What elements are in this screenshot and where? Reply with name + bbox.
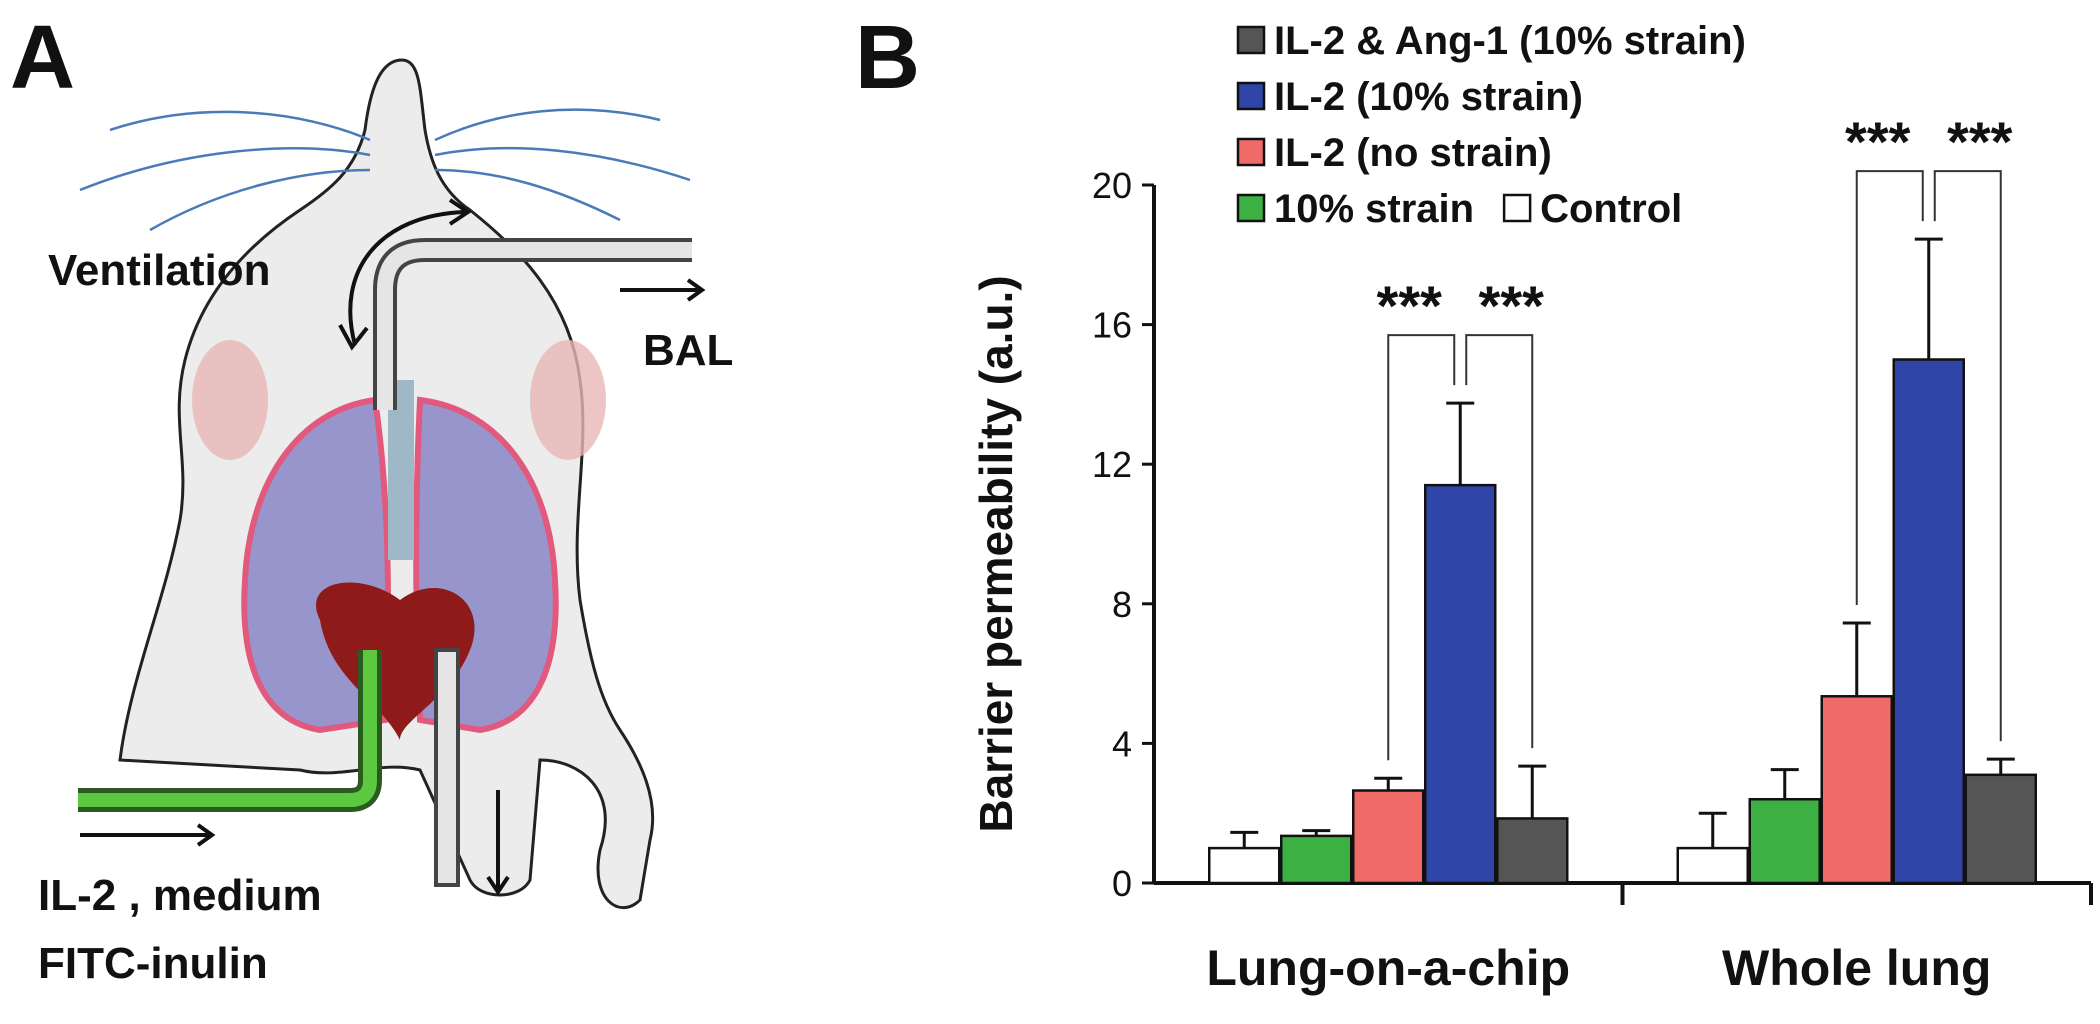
bar (1892, 358, 1965, 885)
error-bar (1770, 768, 1799, 800)
bar (1280, 834, 1353, 885)
legend-label: IL-2 & Ang-1 (10% strain) (1274, 19, 1746, 63)
panel-label: A (10, 8, 75, 108)
error-bar (1374, 776, 1403, 791)
bar (1352, 789, 1425, 885)
legend-swatch (1236, 81, 1266, 111)
bar (1820, 695, 1893, 885)
bar (1748, 797, 1821, 885)
legend-label: IL-2 (no strain) (1274, 131, 1552, 175)
mouse-diagram: A Ventilation BAL IL-2 , medium FITC-inu… (10, 8, 733, 988)
bar (1496, 817, 1569, 885)
arrows (80, 198, 706, 896)
x-tick-label: Whole lung (1722, 940, 1991, 996)
inflow-tube-inner (78, 650, 377, 807)
error-bar (1518, 764, 1547, 819)
ventilation-tube-inner (377, 242, 692, 410)
y-tick-label: 20 (1092, 165, 1132, 206)
x-tick-label: Lung-on-a-chip (1206, 940, 1570, 996)
legend-swatch (1502, 193, 1532, 223)
error-bar (1986, 757, 2015, 775)
diagram-label: FITC-inulin (38, 939, 268, 988)
error-bar (1230, 830, 1259, 849)
bar (1676, 846, 1749, 885)
legend-swatch (1236, 193, 1266, 223)
legend-swatch (1236, 137, 1266, 167)
bar (1208, 846, 1281, 885)
legend-label: IL-2 (10% strain) (1274, 75, 1583, 119)
legend-swatch (1236, 25, 1266, 55)
y-tick-label: 16 (1092, 305, 1132, 346)
legend-label: 10% strain (1274, 187, 1474, 231)
y-axis-label: Barrier permeability (a.u.) (970, 275, 1022, 832)
y-tick-label: 12 (1092, 444, 1132, 485)
significance-bracket (1855, 170, 1924, 605)
y-tick-label: 4 (1112, 723, 1132, 764)
y-tick-label: 0 (1112, 863, 1132, 904)
legend-label: Control (1540, 187, 1682, 231)
bar-chart: 0 4 8 12 16 20 Barrier permeability (a.u.) Lung… (970, 19, 2093, 996)
diagram-label: Ventilation (48, 246, 270, 295)
y-tick-label: 8 (1112, 584, 1132, 625)
ear (192, 340, 268, 460)
significance-label: *** (1377, 274, 1443, 337)
significance-bracket (1933, 170, 2002, 742)
outflow-tube (434, 648, 460, 887)
error-bar (1914, 237, 1943, 360)
bar (1964, 773, 2037, 885)
diagram-label: IL-2 , medium (38, 871, 322, 920)
error-bar (1302, 829, 1331, 836)
error-bar (1446, 401, 1475, 486)
ear (530, 340, 606, 460)
significance-label: *** (1479, 274, 1545, 337)
significance-label: *** (1947, 110, 2013, 173)
diagram-label: BAL (643, 326, 733, 375)
error-bar (1842, 621, 1871, 697)
significance-bracket (1387, 334, 1456, 761)
bar (1424, 483, 1497, 885)
significance-bracket (1465, 334, 1534, 749)
heart (316, 582, 475, 740)
significance-label: *** (1845, 110, 1911, 173)
error-bar (1698, 811, 1727, 849)
whiskers (79, 108, 691, 232)
panel-label: B (855, 8, 920, 108)
